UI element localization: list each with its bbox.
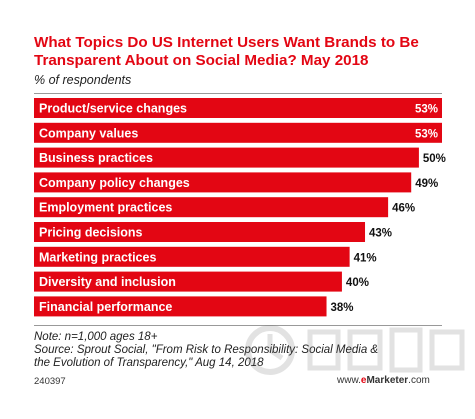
bar [34,197,389,218]
watermark-icon [245,325,465,375]
brand-prefix: www. [337,375,361,386]
top-divider [34,93,442,94]
value-label: 46% [392,203,415,215]
brand-name: Marketer [366,375,409,386]
category-label: Employment practices [39,201,172,215]
source-text-line-1: Source: Sprout Social, "From Risk to Res… [34,344,379,356]
category-label: Product/service changes [39,102,187,116]
value-label: 43% [369,228,392,240]
category-label: Business practices [39,151,153,165]
source-text-line-2: the Evolution of Transparency," Aug 14, … [34,357,264,369]
value-label: 41% [354,252,377,264]
bottom-divider [34,325,442,326]
chart-title: What Topics Do US Internet Users Want Br… [34,34,419,69]
brand-suffix: .com [408,375,430,386]
category-label: Pricing decisions [39,226,143,240]
category-label: Marketing practices [39,250,156,264]
category-label: Company policy changes [39,176,190,190]
bar [34,98,442,118]
chart-subtitle: % of respondents [34,73,132,87]
value-label: 53% [415,128,438,140]
bar [34,271,342,292]
value-label: 50% [423,153,446,165]
chart-id: 240397 [34,376,66,387]
value-label: 38% [331,302,354,314]
chart-notes: Note: n=1,000 ages 18+ Source: Sprout So… [34,331,454,370]
bar [34,246,350,267]
category-label: Financial performance [39,300,172,314]
category-label: Company values [39,126,138,140]
brand-e: e [360,375,367,386]
value-label: 40% [346,277,369,289]
category-label: Diversity and inclusion [39,275,176,289]
value-label: 53% [415,104,438,116]
bar [34,147,419,168]
value-label: 49% [415,178,438,190]
bar [34,296,327,317]
bar [34,172,412,193]
note-text: Note: n=1,000 ages 18+ [34,331,158,343]
bar [34,222,366,242]
brand-logo: www.eMarketer.com [337,375,430,386]
bar [34,122,442,143]
